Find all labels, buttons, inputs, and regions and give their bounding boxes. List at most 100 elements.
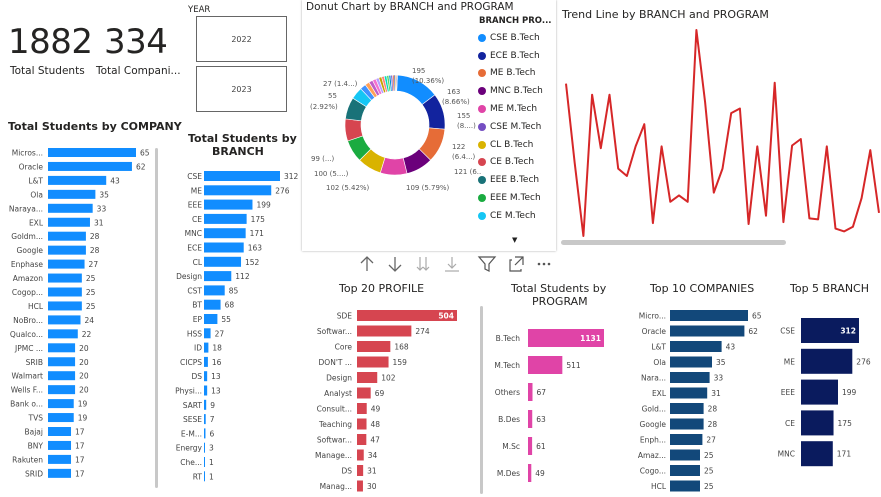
bar[interactable]	[48, 427, 72, 436]
bar[interactable]	[357, 310, 457, 321]
bar[interactable]	[204, 299, 221, 310]
legend-item[interactable]: ECE B.Tech	[478, 47, 543, 65]
bar[interactable]	[670, 387, 708, 399]
bar[interactable]	[357, 403, 367, 414]
bar[interactable]	[48, 287, 82, 297]
bar[interactable]	[48, 440, 72, 450]
bar[interactable]	[204, 356, 208, 367]
bar[interactable]	[357, 356, 389, 368]
bar[interactable]	[670, 372, 710, 383]
bar[interactable]	[801, 318, 859, 343]
focus-mode-icon[interactable]	[509, 256, 524, 272]
bar[interactable]	[48, 217, 90, 227]
bar[interactable]	[670, 356, 712, 368]
bar[interactable]	[204, 414, 206, 425]
bar[interactable]	[801, 410, 834, 436]
legend-item[interactable]: CE M.Tech	[478, 207, 543, 225]
bar[interactable]	[48, 413, 74, 423]
bar[interactable]	[48, 315, 81, 325]
legend-item[interactable]: ME B.Tech	[478, 65, 543, 83]
bar[interactable]	[670, 310, 748, 321]
bar[interactable]	[670, 341, 722, 352]
bar[interactable]	[357, 449, 364, 461]
bar[interactable]	[48, 259, 85, 269]
trend-series-line[interactable]	[565, 29, 880, 237]
bar[interactable]	[357, 387, 371, 399]
bar[interactable]	[670, 480, 700, 492]
bar[interactable]	[801, 441, 833, 467]
bar[interactable]	[528, 464, 532, 482]
bar[interactable]	[357, 325, 412, 337]
legend-item[interactable]: CL B.Tech	[478, 136, 543, 154]
bar[interactable]	[204, 271, 232, 282]
bar[interactable]	[204, 242, 244, 253]
bar[interactable]	[48, 468, 72, 478]
arrow-down-icon[interactable]	[388, 257, 402, 272]
bar[interactable]	[204, 471, 205, 482]
bar[interactable]	[204, 457, 205, 467]
bar[interactable]	[357, 341, 391, 352]
bar[interactable]	[528, 356, 563, 374]
bar[interactable]	[204, 385, 208, 396]
bar[interactable]	[670, 449, 700, 461]
bar[interactable]	[670, 325, 745, 337]
bar[interactable]	[528, 410, 533, 428]
bar[interactable]	[48, 357, 76, 367]
bar[interactable]	[48, 454, 72, 464]
bar[interactable]	[357, 418, 367, 430]
legend-scroll-down-icon[interactable]: ▼	[512, 236, 518, 244]
bar[interactable]	[204, 285, 225, 296]
bar[interactable]	[670, 418, 704, 430]
expand-down-icon[interactable]	[445, 257, 459, 272]
year-2022-button[interactable]: 2022	[196, 16, 287, 62]
company-chart-scrollbar[interactable]	[155, 148, 158, 488]
double-arrow-down-icon[interactable]	[416, 257, 430, 271]
bar[interactable]	[48, 189, 96, 199]
bar[interactable]	[528, 437, 533, 455]
bar[interactable]	[48, 329, 78, 339]
legend-item[interactable]: CSE M.Tech	[478, 118, 543, 136]
legend-item[interactable]: MNC B.Tech	[478, 82, 543, 100]
bar[interactable]	[528, 383, 533, 401]
bar[interactable]	[357, 480, 363, 492]
legend-item[interactable]: EEE M.Tech	[478, 189, 543, 207]
bar[interactable]	[204, 442, 205, 453]
bar[interactable]	[204, 314, 218, 324]
bar[interactable]	[48, 161, 132, 171]
bar[interactable]	[670, 465, 700, 476]
bar[interactable]	[801, 348, 853, 374]
bar[interactable]	[48, 301, 82, 311]
filter-icon[interactable]	[477, 256, 497, 272]
bar[interactable]	[801, 379, 838, 405]
bar[interactable]	[670, 403, 704, 414]
bar[interactable]	[357, 372, 378, 383]
trend-chart-scrollbar[interactable]	[561, 240, 786, 245]
bar[interactable]	[48, 343, 76, 353]
more-options-icon[interactable]	[537, 262, 551, 266]
bar[interactable]	[204, 399, 207, 410]
bar[interactable]	[48, 175, 107, 185]
bar[interactable]	[48, 231, 86, 241]
bar[interactable]	[204, 328, 211, 339]
bar[interactable]	[670, 434, 703, 445]
bar[interactable]	[48, 399, 74, 409]
bar[interactable]	[204, 171, 280, 181]
bar[interactable]	[357, 465, 364, 476]
bar[interactable]	[48, 148, 136, 157]
bar[interactable]	[528, 329, 604, 347]
bar[interactable]	[357, 434, 367, 445]
bar[interactable]	[48, 385, 76, 395]
year-2023-button[interactable]: 2023	[196, 66, 287, 112]
bar[interactable]	[48, 371, 76, 381]
legend-item[interactable]: CE B.Tech	[478, 154, 543, 172]
legend-item[interactable]: CSE B.Tech	[478, 29, 543, 47]
bar[interactable]	[204, 228, 246, 239]
legend-item[interactable]: EEE B.Tech	[478, 171, 543, 189]
bar[interactable]	[204, 428, 206, 439]
donut-slice[interactable]	[395, 74, 398, 92]
bar[interactable]	[204, 185, 272, 196]
bar[interactable]	[48, 245, 86, 255]
bar[interactable]	[204, 371, 208, 382]
bar[interactable]	[204, 199, 253, 210]
bar[interactable]	[204, 342, 209, 353]
